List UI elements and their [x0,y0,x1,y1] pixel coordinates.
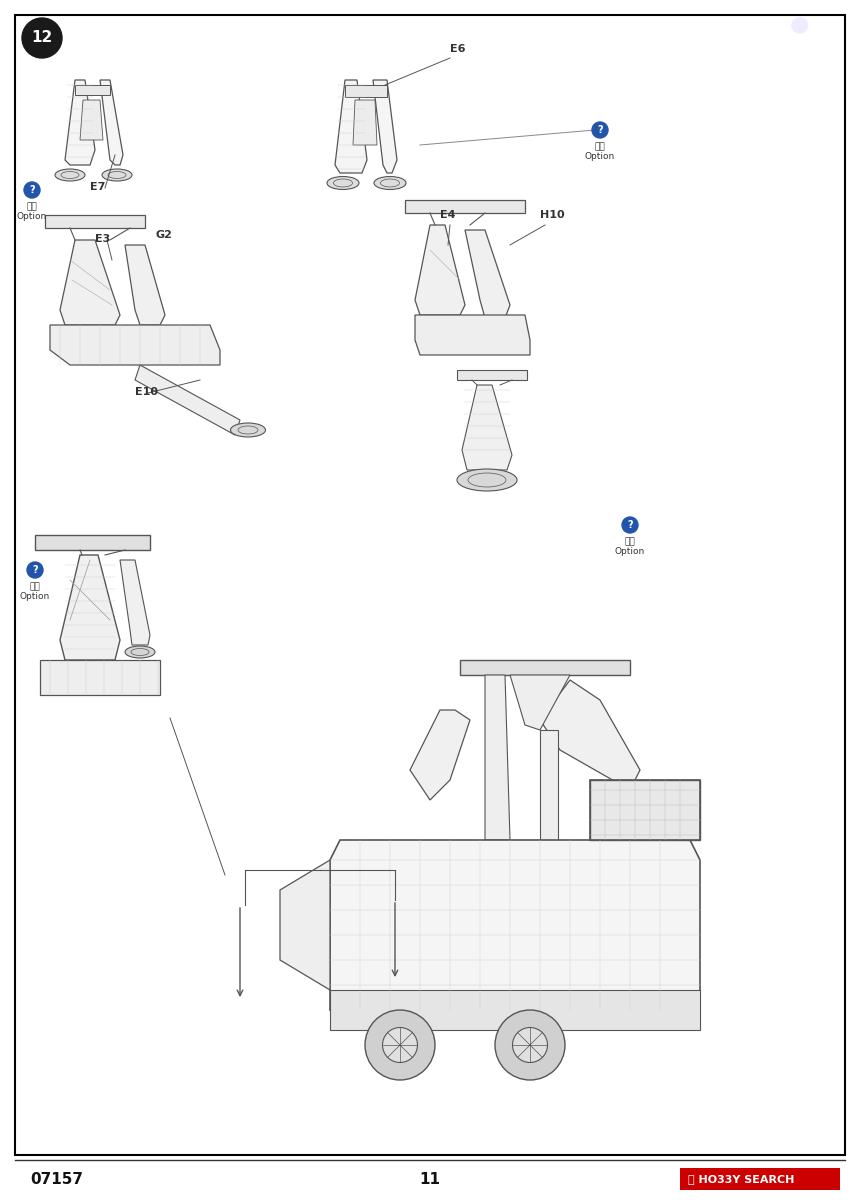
Polygon shape [540,730,558,840]
Text: Option: Option [20,592,50,601]
Circle shape [592,122,608,138]
Polygon shape [330,840,700,1010]
Polygon shape [405,200,525,214]
Text: E4: E4 [440,210,456,220]
Text: E3: E3 [95,234,110,244]
Polygon shape [135,365,240,434]
Polygon shape [120,560,150,646]
Text: ?: ? [627,520,633,530]
Polygon shape [60,240,120,325]
Text: 选择: 选择 [594,142,605,151]
Ellipse shape [495,1010,565,1080]
Polygon shape [410,710,470,800]
Polygon shape [353,100,377,145]
Polygon shape [510,674,570,730]
Text: ?: ? [29,185,34,194]
Text: 选择: 选择 [624,538,636,546]
Polygon shape [345,85,387,97]
Polygon shape [415,226,465,314]
Polygon shape [280,860,330,990]
Ellipse shape [457,469,517,491]
Ellipse shape [63,661,118,683]
Text: G2: G2 [155,230,172,240]
Text: ?: ? [32,565,38,575]
Text: E10: E10 [135,386,158,397]
Ellipse shape [513,1027,548,1062]
Text: 11: 11 [420,1172,440,1188]
Text: Ⓝ HO33Y SEARCH: Ⓝ HO33Y SEARCH [688,1174,795,1184]
Polygon shape [35,535,150,550]
Ellipse shape [125,646,155,658]
Ellipse shape [417,316,463,334]
Polygon shape [590,780,700,840]
Text: 选择: 选择 [27,202,37,211]
Text: ●: ● [790,14,809,34]
Polygon shape [100,80,123,164]
Ellipse shape [383,1027,417,1062]
Polygon shape [65,80,95,164]
Circle shape [24,182,40,198]
Text: Option: Option [615,547,645,556]
Polygon shape [45,215,145,228]
Polygon shape [462,385,512,470]
Circle shape [22,18,62,58]
Ellipse shape [374,176,406,190]
Polygon shape [330,990,700,1030]
Text: 12: 12 [31,30,52,46]
Polygon shape [60,554,120,660]
Circle shape [27,562,43,578]
Ellipse shape [327,176,359,190]
Text: ?: ? [597,125,603,134]
Polygon shape [373,80,397,173]
Polygon shape [75,85,110,95]
Text: E7: E7 [90,182,106,192]
Polygon shape [80,100,103,140]
Polygon shape [335,80,367,173]
Polygon shape [457,370,527,380]
Polygon shape [460,660,630,674]
Text: Option: Option [585,152,615,161]
Ellipse shape [365,1010,435,1080]
Text: 选择: 选择 [29,582,40,590]
Text: E6: E6 [450,44,465,54]
Text: 07157: 07157 [30,1172,83,1188]
Ellipse shape [632,791,678,809]
Ellipse shape [55,169,85,181]
Circle shape [622,517,638,533]
Polygon shape [40,660,160,695]
Ellipse shape [126,326,170,344]
Bar [590,780,700,840]
Ellipse shape [472,316,518,334]
Text: Option: Option [17,212,47,221]
Ellipse shape [230,422,266,437]
Text: H10: H10 [540,210,565,220]
Bar [680,1168,840,1190]
Polygon shape [540,680,640,790]
Ellipse shape [65,326,110,344]
Ellipse shape [102,169,132,181]
Polygon shape [125,245,165,325]
Polygon shape [465,230,510,318]
Polygon shape [485,674,510,840]
Polygon shape [50,325,220,365]
Polygon shape [415,314,530,355]
